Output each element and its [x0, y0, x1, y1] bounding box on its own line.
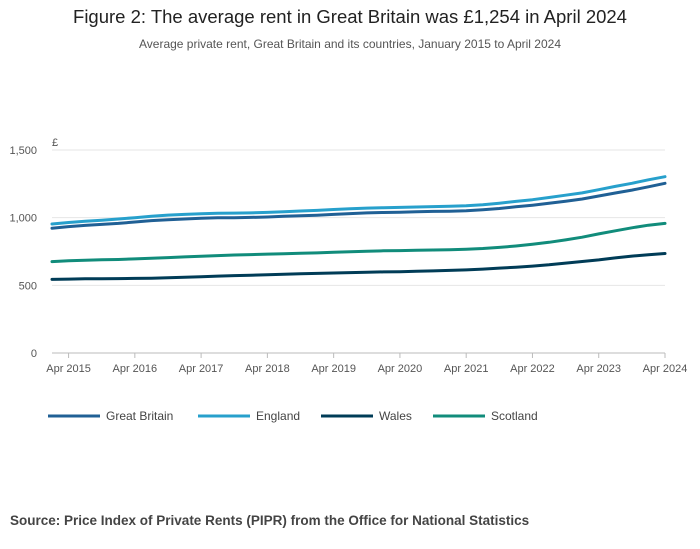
x-tick-label: Apr 2023	[576, 363, 621, 375]
series-line-england[interactable]	[50, 175, 667, 226]
x-tick-label: Apr 2017	[179, 363, 224, 375]
x-tick-label: Apr 2015	[46, 363, 91, 375]
y-tick-label: 500	[19, 280, 37, 292]
y-tick-label: 1,500	[9, 145, 37, 157]
legend-label-wales[interactable]: Wales	[379, 409, 412, 423]
series-line-great-britain[interactable]	[50, 181, 667, 230]
chart-title: Figure 2: The average rent in Great Brit…	[73, 6, 627, 27]
line-chart: 0 500 1,000 1,500 £ Apr 2015 Apr 2016 Apr 2017 A…	[9, 137, 688, 423]
x-tick-label: Apr 2024	[643, 363, 688, 375]
source-note: Source: Price Index of Private Rents (PI…	[10, 513, 530, 528]
y-tick-label: 0	[31, 348, 37, 360]
y-axis-label: £	[52, 137, 58, 149]
legend-label-great-britain[interactable]: Great Britain	[106, 409, 173, 423]
x-tick-label: Apr 2016	[113, 363, 158, 375]
x-tick-label: Apr 2022	[510, 363, 555, 375]
legend-label-england[interactable]: England	[256, 409, 300, 423]
chart-subtitle: Average private rent, Great Britain and …	[138, 37, 562, 51]
x-tick-label: Apr 2020	[378, 363, 423, 375]
series-line-scotland[interactable]	[50, 221, 667, 264]
legend-label-scotland[interactable]: Scotland	[491, 409, 538, 423]
y-tick-label: 1,000	[9, 213, 37, 225]
x-tick-label: Apr 2021	[444, 363, 489, 375]
x-tick-label: Apr 2019	[311, 363, 356, 375]
series-line-wales[interactable]	[50, 252, 667, 281]
x-tick-label: Apr 2018	[245, 363, 290, 375]
